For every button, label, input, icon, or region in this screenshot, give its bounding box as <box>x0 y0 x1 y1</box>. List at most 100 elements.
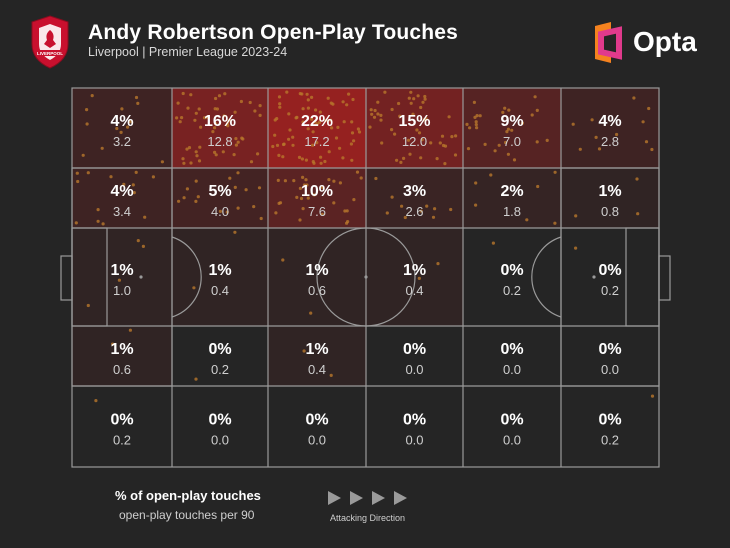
touch-dot <box>178 120 182 124</box>
cell-per90-label: 12.0 <box>402 134 427 149</box>
touch-dot <box>320 185 325 189</box>
touch-dot <box>199 125 203 129</box>
touch-dot <box>475 126 479 130</box>
touch-dot <box>214 96 218 101</box>
touch-dot <box>425 204 429 208</box>
touch-dot <box>379 113 383 117</box>
touch-dot <box>256 152 260 156</box>
cell-per90-label: 0.0 <box>601 362 619 377</box>
cell-pct-label: 1% <box>208 262 231 279</box>
touch-dot <box>350 158 354 162</box>
touch-dot <box>397 101 401 106</box>
touch-dot <box>128 120 132 124</box>
touch-dot <box>390 128 394 132</box>
touch-dot <box>234 137 238 141</box>
touch-dot <box>311 143 315 147</box>
touch-dot <box>356 127 360 131</box>
touch-dot <box>406 138 411 142</box>
touch-dot <box>352 198 356 202</box>
touch-dot <box>359 176 363 180</box>
touch-dot <box>341 100 345 104</box>
touch-dot <box>342 120 346 124</box>
cell-per90-label: 0.0 <box>405 362 423 377</box>
touch-dot <box>311 130 315 134</box>
touch-dot <box>443 144 448 148</box>
touch-dot <box>252 205 256 209</box>
heat-cell <box>72 168 172 228</box>
touch-dot <box>86 303 90 308</box>
touch-dot <box>450 135 454 139</box>
cell-pct-label: 0% <box>208 412 231 429</box>
cell-per90-label: 0.2 <box>211 362 229 377</box>
cell-pct-label: 0% <box>500 412 523 429</box>
touch-dot <box>468 126 472 130</box>
touch-dot <box>332 179 336 183</box>
touch-dot <box>331 102 335 106</box>
right-penalty-spot <box>592 275 596 279</box>
cell-per90-label: 0.0 <box>503 362 521 377</box>
touch-dot <box>194 150 198 154</box>
touch-dot <box>282 142 286 146</box>
touch-dot <box>345 103 349 107</box>
touch-dot <box>641 120 645 124</box>
touch-dot <box>545 138 549 142</box>
touch-dot <box>329 373 333 377</box>
chart-subtitle: Liverpool | Premier League 2023-24 <box>88 45 288 59</box>
touch-dot <box>301 120 305 124</box>
touch-dot <box>275 143 280 147</box>
heat-cell <box>172 168 268 228</box>
touch-dot <box>277 201 281 205</box>
touch-dot <box>126 125 130 129</box>
cell-pct-label: 0% <box>500 341 523 358</box>
cell-per90-label: 2.6 <box>405 204 423 219</box>
heat-cell <box>72 326 172 386</box>
cell-pct-label: 0% <box>598 262 621 279</box>
cell-pct-label: 15% <box>398 113 430 130</box>
touch-dot <box>273 133 277 137</box>
cell-pct-label: 2% <box>500 183 523 200</box>
touch-dot <box>449 207 453 212</box>
touch-dot <box>239 99 243 104</box>
cell-per90-label: 1.8 <box>503 204 521 219</box>
touch-dot <box>278 105 282 109</box>
touch-dot <box>298 186 302 190</box>
touch-dot <box>258 104 262 108</box>
touch-dot <box>257 186 262 190</box>
touch-dot <box>650 394 655 398</box>
touch-dot <box>383 90 387 94</box>
touch-dot <box>196 195 200 199</box>
touch-dot <box>419 105 423 110</box>
touch-dot <box>390 107 394 112</box>
touch-dot <box>338 181 342 185</box>
touch-dot <box>571 122 575 126</box>
touch-dot <box>181 157 185 161</box>
touch-dot <box>232 153 236 157</box>
cell-pct-label: 1% <box>598 183 621 200</box>
touch-dot <box>74 221 78 225</box>
cell-per90-label: 0.6 <box>308 283 326 298</box>
cell-pct-label: 0% <box>598 412 621 429</box>
heat-cell <box>463 88 561 168</box>
attacking-direction-label: Attacking Direction <box>330 513 406 523</box>
touch-dot <box>409 101 413 105</box>
touch-dot <box>424 117 428 121</box>
touch-dot <box>211 130 215 134</box>
touch-dot <box>315 122 319 126</box>
touch-dot <box>574 214 578 218</box>
cell-per90-label: 0.2 <box>601 433 619 448</box>
touch-dot <box>553 170 557 174</box>
touch-dot <box>326 96 330 100</box>
touch-dot <box>304 158 308 162</box>
touch-dot <box>151 175 155 179</box>
touch-dot <box>453 153 458 157</box>
touch-dot <box>233 230 237 234</box>
centre-spot <box>364 275 368 279</box>
touch-dot <box>277 95 282 99</box>
touch-dot <box>327 150 331 154</box>
touch-dot <box>213 150 217 154</box>
cell-per90-label: 4.0 <box>211 204 229 219</box>
cell-pct-label: 1% <box>305 262 328 279</box>
cell-per90-label: 0.4 <box>308 362 326 377</box>
touch-dot <box>323 159 327 164</box>
opta-mark-icon <box>595 22 622 63</box>
